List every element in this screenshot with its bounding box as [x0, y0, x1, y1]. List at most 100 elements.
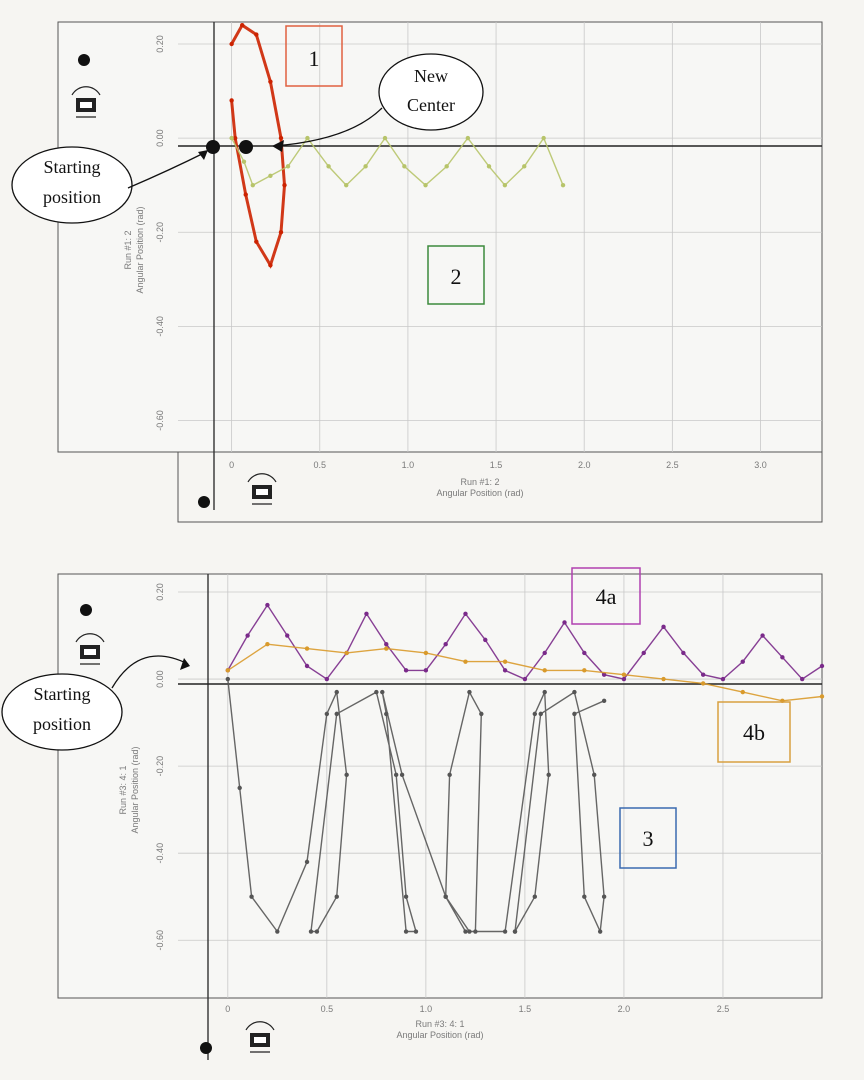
y-tick-label: 0.20 — [155, 35, 165, 53]
series-4a-point — [265, 602, 270, 608]
series-1-point — [232, 135, 238, 141]
series-4a-point — [384, 642, 389, 647]
series-3-point — [403, 929, 409, 934]
series-4b-line — [227, 643, 823, 702]
box-1 — [285, 25, 343, 87]
dot-icon[interactable] — [78, 54, 90, 66]
compass-icon[interactable] — [247, 473, 277, 505]
series-4a-point — [542, 650, 547, 656]
series-2-point — [344, 182, 349, 188]
box-1-label: 1 — [309, 46, 320, 71]
x-axis-label: Angular Position (rad) — [396, 1030, 483, 1040]
series-3-line — [227, 679, 605, 935]
x-tick-label: 3.0 — [754, 460, 767, 470]
starting-position-line2: position — [33, 714, 91, 734]
y-tick-label: -0.20 — [155, 222, 165, 243]
box-2-label: 2 — [451, 264, 462, 289]
chart-frame — [57, 573, 823, 999]
series-4b-point — [700, 681, 706, 686]
series-1-point — [254, 32, 259, 37]
series-3-point — [546, 772, 551, 778]
compass-icon[interactable] — [75, 633, 105, 665]
series-3-point — [399, 772, 405, 778]
y-tick-label: -0.40 — [155, 843, 165, 864]
series-3-point — [393, 772, 399, 778]
starting-position-arrow — [127, 151, 207, 189]
tick-labels: 0 0.5 1.0 1.5 2.0 2.5 0.20 0.00 -0.20 -0.40 -0.60 — [155, 583, 729, 1014]
series-1-point — [268, 262, 273, 268]
box-4a — [571, 567, 641, 625]
series-3-point — [463, 929, 468, 934]
series-3-point — [467, 929, 472, 934]
grid — [178, 574, 822, 998]
x-tick-label: 2.0 — [618, 1004, 631, 1014]
x-tick-label: 2.0 — [578, 460, 591, 470]
x-tick-label: 2.5 — [717, 1004, 730, 1014]
series-2-point — [229, 135, 234, 141]
box-3-label: 3 — [643, 826, 654, 851]
y-tick-label: 0.00 — [155, 670, 165, 688]
series-2-point — [486, 164, 492, 169]
series-4a-point — [324, 676, 330, 682]
series-4a-point — [621, 676, 627, 682]
new-center-marker — [239, 140, 253, 154]
x-axis-run-label: Run #3: 4: 1 — [415, 1019, 464, 1029]
series-3-point — [413, 929, 419, 934]
series-3-point — [314, 929, 320, 934]
dot-icon[interactable] — [80, 604, 92, 616]
series-2-point — [560, 182, 566, 188]
x-tick-label: 1.0 — [420, 1004, 433, 1014]
series-2-point — [522, 164, 527, 169]
compass-icon[interactable] — [71, 86, 101, 118]
series-4a-point — [285, 633, 290, 638]
series-3-point — [334, 711, 339, 717]
series-2-point — [285, 164, 291, 169]
series-3-point — [532, 894, 538, 899]
series-3-point — [572, 689, 577, 695]
series-1-line — [230, 23, 287, 269]
x-axis-strip — [177, 451, 823, 523]
x-tick-label: 1.5 — [519, 1004, 532, 1014]
series-3-point — [374, 689, 379, 695]
new-center-arrow — [273, 107, 383, 147]
series-4b-point — [819, 694, 825, 699]
new-center-line2: Center — [407, 95, 455, 115]
series-1-point — [254, 239, 259, 244]
new-center-line1: New — [414, 66, 448, 86]
starting-position-arrow — [111, 655, 189, 689]
box-2 — [427, 245, 485, 305]
series-3-point — [443, 894, 448, 899]
series-4b-point — [502, 659, 508, 664]
series-4a-point — [403, 668, 409, 673]
y-axis-run-label: Run #1: 2 — [123, 230, 133, 269]
series-1-point — [282, 182, 287, 188]
starting-position-line1: Starting — [34, 684, 91, 704]
series-3-point — [249, 894, 254, 899]
series-3-point — [601, 698, 607, 704]
starting-position-line2: position — [43, 187, 101, 207]
series-3-point — [473, 929, 478, 934]
x-tick-label: 2.5 — [666, 460, 679, 470]
series-4a-point — [364, 611, 369, 616]
series-4b-point — [740, 689, 745, 695]
starting-point-marker — [206, 140, 220, 154]
series-layer — [225, 602, 825, 935]
starting-position-callout — [1, 673, 123, 751]
x-tick-label: 1.0 — [402, 460, 415, 470]
y-tick-label: -0.60 — [155, 930, 165, 951]
box-4b-label: 4b — [743, 720, 765, 745]
dot-icon[interactable] — [200, 1042, 212, 1054]
series-1-point — [278, 135, 284, 141]
x-tick-label: 0 — [225, 1004, 230, 1014]
series-4a-point — [502, 668, 508, 673]
series-4a-point — [700, 672, 706, 677]
series-4a-point — [443, 642, 448, 647]
series-4b-point — [384, 646, 389, 651]
series-4a-point — [582, 650, 587, 656]
dot-icon[interactable] — [198, 496, 210, 508]
compass-icon[interactable] — [245, 1021, 275, 1053]
y-tick-label: 0.00 — [155, 129, 165, 147]
series-3-point — [512, 929, 518, 934]
starting-position-callout — [11, 146, 133, 224]
series-1-point — [268, 79, 273, 84]
